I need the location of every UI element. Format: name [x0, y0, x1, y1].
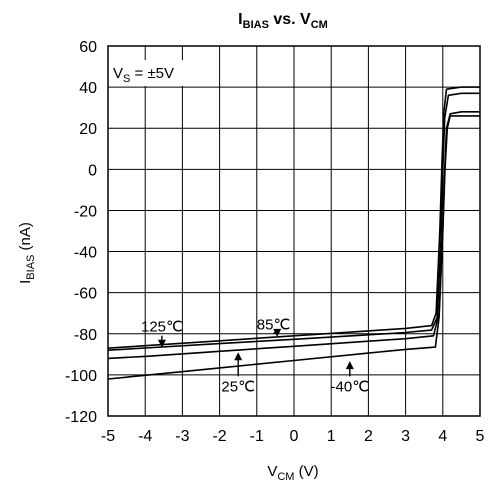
- y-tick-label: -40: [74, 245, 97, 262]
- series-line: [107, 92, 480, 351]
- x-tick-label: -2: [212, 428, 226, 445]
- x-axis-label: VCM (V): [267, 463, 318, 483]
- x-tick-label: -4: [138, 428, 152, 445]
- y-tick-label: -20: [74, 203, 97, 220]
- y-tick-label: -120: [65, 409, 97, 426]
- annotation-arrowhead: [234, 352, 243, 361]
- chart-title: IBIAS vs. VCM: [238, 11, 328, 31]
- series-curves: [107, 86, 480, 380]
- y-tick-labels: 60 40 20 0 -20 -40 -60 -80 -100 -120: [65, 39, 97, 426]
- annotation-label: 85℃: [257, 317, 291, 334]
- y-tick-label: 60: [79, 39, 97, 56]
- x-tick-label: -3: [175, 428, 189, 445]
- x-tick-label: 3: [401, 428, 410, 445]
- x-tick-label: -1: [250, 428, 264, 445]
- condition-label: VS = ±5V: [113, 65, 174, 85]
- y-axis-label: IBIAS (nA): [17, 222, 37, 284]
- series-line: [107, 86, 480, 349]
- condition-box: VS = ±5V: [109, 60, 185, 86]
- y-tick-label: -100: [65, 368, 97, 385]
- series-line: [107, 115, 480, 380]
- annotation-arrowhead: [157, 339, 166, 348]
- x-tick-label: -5: [101, 428, 115, 445]
- annotation-label: 25℃: [221, 378, 255, 395]
- y-tick-label: -80: [74, 327, 97, 344]
- annotations: 125℃ 85℃ 25℃ -40℃: [141, 317, 369, 396]
- annotation-arrowhead: [345, 361, 354, 370]
- x-tick-labels: -5 -4 -3 -2 -1 0 1 2 3 4 5: [101, 428, 485, 445]
- x-tick-label: 4: [438, 428, 447, 445]
- x-tick-label: 5: [476, 428, 485, 445]
- annotation-arrowhead: [273, 328, 282, 337]
- x-tick-label: 2: [364, 428, 373, 445]
- plot-frame: [107, 45, 481, 417]
- y-tick-label: -60: [74, 286, 97, 303]
- annotation-label: -40℃: [331, 378, 370, 395]
- y-tick-label: 20: [79, 121, 97, 138]
- x-tick-label: 1: [327, 428, 336, 445]
- y-tick-label: 40: [79, 80, 97, 97]
- annotation-label: 125℃: [141, 319, 183, 336]
- x-tick-label: 0: [290, 428, 299, 445]
- y-tick-label: 0: [88, 162, 97, 179]
